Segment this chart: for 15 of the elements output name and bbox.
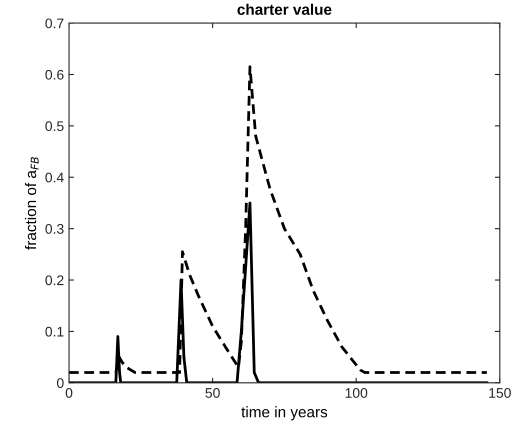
y-tick-label: 0.7	[45, 18, 64, 28]
y-tick-label: 0.1	[45, 326, 64, 337]
x-axis-title: time in years	[241, 406, 328, 420]
x-tick-label: 50	[205, 388, 220, 398]
y-tick-label: 0.4	[45, 172, 64, 182]
y-tick-label: 0.3	[45, 224, 64, 234]
x-tick-label: 0	[66, 388, 72, 398]
x-tick-label: 100	[346, 388, 368, 398]
y-tick-label: 0.2	[45, 275, 64, 286]
x-tick-label: 150	[489, 388, 511, 398]
y-tick-label: 0	[56, 378, 64, 388]
y-axis-title: fraction of a$_{FB}$	[24, 157, 39, 250]
y-tick-label: 0.6	[45, 70, 64, 80]
y-tick-label: 0.5	[45, 121, 64, 132]
chart-title: charter value	[237, 4, 332, 15]
